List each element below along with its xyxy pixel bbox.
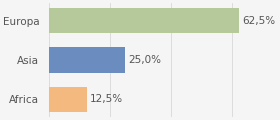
Bar	[49, 47, 125, 73]
Text: 62,5%: 62,5%	[242, 16, 275, 26]
Bar	[49, 87, 87, 112]
Text: 12,5%: 12,5%	[90, 94, 123, 104]
Bar	[49, 8, 239, 33]
Text: 25,0%: 25,0%	[128, 55, 161, 65]
